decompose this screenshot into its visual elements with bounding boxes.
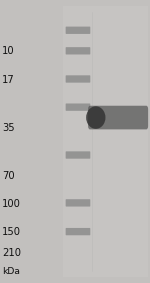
FancyBboxPatch shape [66, 75, 90, 83]
Text: 35: 35 [2, 123, 15, 133]
FancyBboxPatch shape [66, 199, 90, 207]
Text: 210: 210 [2, 248, 21, 258]
FancyBboxPatch shape [66, 104, 90, 111]
Bar [63, 6, 148, 277]
Text: kDa: kDa [2, 267, 20, 276]
FancyBboxPatch shape [66, 151, 90, 159]
FancyBboxPatch shape [66, 47, 90, 55]
Ellipse shape [86, 106, 105, 129]
Text: 17: 17 [2, 75, 15, 85]
FancyBboxPatch shape [88, 106, 148, 129]
FancyBboxPatch shape [66, 228, 90, 235]
Text: 70: 70 [2, 171, 15, 181]
FancyBboxPatch shape [66, 27, 90, 34]
Text: 10: 10 [2, 46, 15, 56]
Text: 150: 150 [2, 227, 21, 237]
Text: 100: 100 [2, 199, 21, 209]
